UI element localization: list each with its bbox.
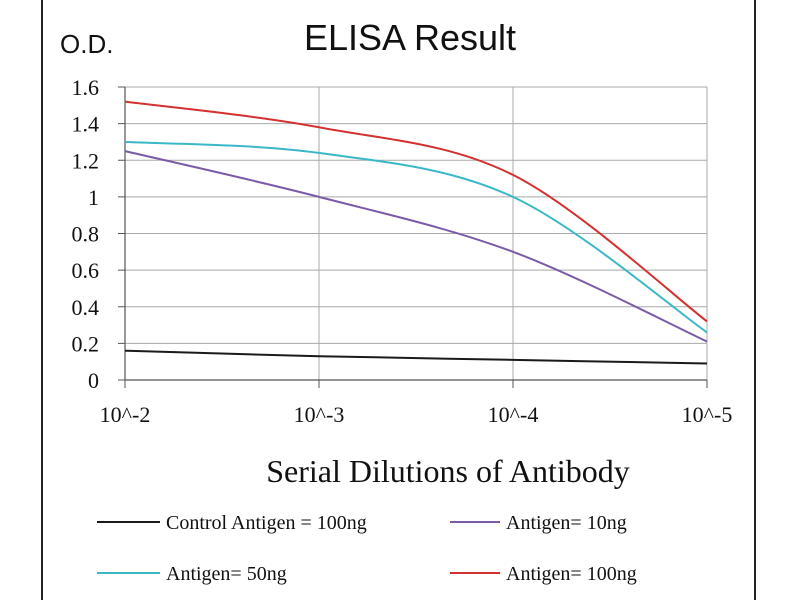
y-axis-label: O.D.: [60, 29, 113, 59]
legend-label: Antigen= 10ng: [506, 512, 627, 534]
y-tick-label: 1: [88, 185, 99, 210]
series-line-4: [124, 100, 708, 323]
y-tick-label: 0.6: [72, 258, 100, 283]
legend-item: Control Antigen = 100ng: [97, 512, 367, 534]
y-tick-label: 0.8: [72, 222, 100, 247]
legend-label: Antigen= 100ng: [506, 563, 637, 585]
legend-item: Antigen= 50ng: [97, 563, 287, 585]
y-tick-labels: 0 0.2 0.4 0.6 0.8 1 1.2 1.4 1.6: [72, 75, 100, 393]
legend-item: Antigen= 10ng: [450, 512, 627, 534]
legend-item: Antigen= 100ng: [450, 563, 637, 585]
legend-label: Control Antigen = 100ng: [166, 512, 367, 534]
chart-title: ELISA Result: [304, 17, 516, 58]
series-lines: [124, 100, 708, 365]
y-tick-label: 0.4: [72, 295, 100, 320]
x-tick-labels: 10^-2 10^-3 10^-4 10^-5: [100, 402, 733, 427]
x-axis-label: Serial Dilutions of Antibody: [266, 453, 630, 489]
x-tick-label: 10^-5: [682, 402, 733, 427]
x-tick-label: 10^-3: [294, 402, 345, 427]
y-tick-label: 0: [88, 368, 99, 393]
series-line-1: [124, 349, 708, 365]
x-tick-label: 10^-2: [100, 402, 151, 427]
y-tick-label: 0.2: [72, 331, 100, 356]
grid: [124, 86, 708, 381]
y-tick-label: 1.2: [72, 148, 100, 173]
series-line-3: [124, 140, 708, 334]
axes: [118, 86, 708, 388]
y-tick-label: 1.4: [72, 112, 100, 137]
legend: Control Antigen = 100ng Antigen= 10ng Anti…: [97, 512, 637, 585]
series-line-2: [124, 150, 708, 343]
legend-label: Antigen= 50ng: [166, 563, 287, 585]
y-tick-label: 1.6: [72, 75, 100, 100]
x-tick-label: 10^-4: [488, 402, 539, 427]
